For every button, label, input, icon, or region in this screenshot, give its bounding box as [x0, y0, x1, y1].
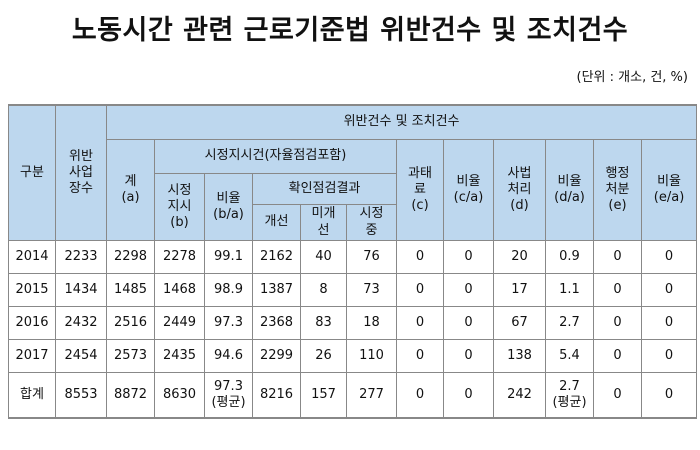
- header-total: 계 (a): [106, 139, 155, 241]
- cell-ratio-ba: 97.3 (평균): [204, 372, 253, 419]
- header-judicial: 사법 처리 (d): [493, 139, 546, 241]
- cell-ratio-ba: 97.3: [204, 306, 253, 340]
- cell-fine: 0: [396, 273, 444, 307]
- cell-not-improved: 40: [300, 240, 347, 274]
- cell-year: 2017: [8, 339, 56, 373]
- header-violations-and-actions: 위반건수 및 조치건수: [105, 104, 698, 140]
- cell-order: 2435: [154, 339, 205, 373]
- header-fine: 과태 료 (c): [396, 139, 444, 241]
- cell-ratio-ba: 98.9: [204, 273, 253, 307]
- cell-total: 2298: [106, 240, 155, 274]
- cell-ratio-ea: 0: [640, 306, 698, 340]
- sum-row: 합계 8553 8872 8630 97.3 (평균) 8216 157 277 …: [8, 372, 698, 419]
- cell-ratio-da: 2.7: [545, 306, 594, 340]
- cell-not-improved: 26: [300, 339, 347, 373]
- header-corrective-order-group: 시정지시건(자율점검포함): [154, 139, 397, 174]
- cell-sites: 2233: [55, 240, 107, 274]
- cell-judicial: 242: [493, 372, 546, 419]
- cell-not-improved: 8: [300, 273, 347, 307]
- cell-judicial: 17: [493, 273, 546, 307]
- cell-judicial: 20: [493, 240, 546, 274]
- cell-judicial: 67: [493, 306, 546, 340]
- cell-fine: 0: [396, 372, 444, 419]
- table-row: 2017 2454 2573 2435 94.6 2299 26 110 0 0…: [8, 339, 698, 373]
- table-row: 2014 2233 2298 2278 99.1 2162 40 76 0 0 …: [8, 240, 698, 274]
- cell-judicial: 138: [493, 339, 546, 373]
- cell-order: 8630: [154, 372, 205, 419]
- cell-ratio-ea: 0: [640, 339, 698, 373]
- header-not-improved: 미개 선: [300, 204, 347, 241]
- header-violating-sites: 위반 사업 장수: [55, 104, 107, 241]
- header-ratio-ca: 비율 (c/a): [443, 139, 494, 241]
- cell-year: 2015: [8, 273, 56, 307]
- cell-in-progress: 73: [346, 273, 397, 307]
- cell-admin: 0: [593, 339, 642, 373]
- header-corrective-order: 시정 지시 (b): [154, 173, 205, 241]
- cell-ratio-ca: 0: [443, 306, 494, 340]
- cell-improved: 2162: [252, 240, 301, 274]
- header-ratio-ba: 비율 (b/a): [204, 173, 253, 241]
- header-in-progress: 시정 중: [346, 204, 397, 241]
- cell-ratio-ba: 99.1: [204, 240, 253, 274]
- cell-ratio-da: 1.1: [545, 273, 594, 307]
- violation-table: 구분 위반 사업 장수 위반건수 및 조치건수 계 (a) 시정지시건(자율점검포함)…: [8, 104, 698, 419]
- header-ratio-da: 비율 (d/a): [545, 139, 594, 241]
- table-row: 2015 1434 1485 1468 98.9 1387 8 73 0 0 1…: [8, 273, 698, 307]
- cell-sites: 2432: [55, 306, 107, 340]
- header-improved: 개선: [252, 204, 301, 241]
- cell-in-progress: 76: [346, 240, 397, 274]
- cell-admin: 0: [593, 273, 642, 307]
- cell-sites: 8553: [55, 372, 107, 419]
- cell-sites: 1434: [55, 273, 107, 307]
- page-title: 노동시간 관련 근로기준법 위반건수 및 조치건수: [71, 15, 629, 46]
- header-ratio-ea: 비율 (e/a): [640, 139, 698, 241]
- cell-admin: 0: [593, 306, 642, 340]
- cell-ratio-ea: 0: [640, 240, 698, 274]
- header-check-result-group: 확인점검결과: [252, 173, 397, 205]
- cell-ratio-da: 2.7 (평균): [545, 372, 594, 419]
- cell-ratio-ca: 0: [443, 273, 494, 307]
- unit-note: (단위 : 개소, 건, %): [576, 70, 688, 85]
- cell-ratio-ca: 0: [443, 240, 494, 274]
- cell-ratio-ea: 0: [640, 273, 698, 307]
- cell-sites: 2454: [55, 339, 107, 373]
- header-admin: 행정 처분 (e): [593, 139, 642, 241]
- cell-admin: 0: [593, 372, 642, 419]
- cell-admin: 0: [593, 240, 642, 274]
- header-category: 구분: [8, 104, 56, 241]
- cell-ratio-da: 5.4: [545, 339, 594, 373]
- cell-order: 2449: [154, 306, 205, 340]
- cell-total: 8872: [106, 372, 155, 419]
- cell-sum-label: 합계: [8, 372, 56, 419]
- cell-in-progress: 277: [346, 372, 397, 419]
- cell-ratio-ca: 0: [443, 372, 494, 419]
- cell-ratio-ca: 0: [443, 339, 494, 373]
- cell-ratio-ba: 94.6: [204, 339, 253, 373]
- cell-improved: 2368: [252, 306, 301, 340]
- cell-improved: 2299: [252, 339, 301, 373]
- cell-total: 2516: [106, 306, 155, 340]
- cell-not-improved: 157: [300, 372, 347, 419]
- cell-order: 2278: [154, 240, 205, 274]
- cell-order: 1468: [154, 273, 205, 307]
- cell-fine: 0: [396, 306, 444, 340]
- cell-improved: 8216: [252, 372, 301, 419]
- cell-ratio-ea: 0: [640, 372, 698, 419]
- cell-total: 1485: [106, 273, 155, 307]
- cell-not-improved: 83: [300, 306, 347, 340]
- cell-fine: 0: [396, 339, 444, 373]
- cell-year: 2016: [8, 306, 56, 340]
- cell-in-progress: 18: [346, 306, 397, 340]
- cell-fine: 0: [396, 240, 444, 274]
- table-row: 2016 2432 2516 2449 97.3 2368 83 18 0 0 …: [8, 306, 698, 340]
- cell-year: 2014: [8, 240, 56, 274]
- cell-in-progress: 110: [346, 339, 397, 373]
- cell-ratio-da: 0.9: [545, 240, 594, 274]
- cell-total: 2573: [106, 339, 155, 373]
- cell-improved: 1387: [252, 273, 301, 307]
